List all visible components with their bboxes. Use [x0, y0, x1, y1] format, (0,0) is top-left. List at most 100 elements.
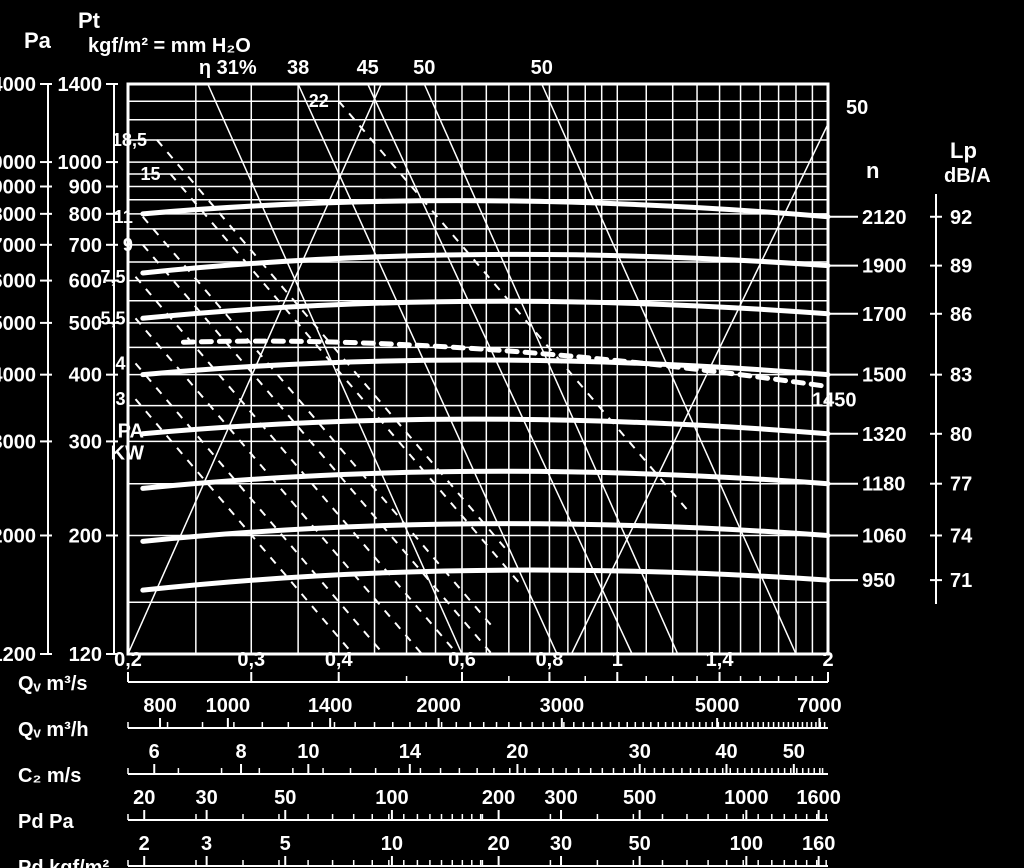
baxis-tick: 100: [375, 787, 408, 809]
lp-val: 74: [950, 525, 973, 547]
kgf-tick: 1400: [58, 74, 103, 96]
baxis-tick: 20: [133, 787, 155, 809]
axis-lp-unit: dB/A: [944, 165, 991, 187]
pa-tick: 2000: [0, 525, 36, 547]
kgf-tick: 120: [69, 644, 102, 666]
kw-label: KW: [111, 443, 144, 465]
baxis-title: Pd Pa: [18, 811, 74, 833]
pa-tick: 1200: [0, 644, 36, 666]
axis-lp-title: Lp: [950, 138, 977, 163]
eta-label: η 31%: [199, 57, 257, 79]
baxis-tick: 100: [730, 833, 763, 855]
baxis-tick: 10: [381, 833, 403, 855]
n-val: 950: [862, 570, 895, 592]
baxis-title: Pd kgf/m²: [18, 857, 109, 868]
n-val: 1700: [862, 304, 907, 326]
lp-val: 80: [950, 424, 972, 446]
n-val: 1320: [862, 424, 907, 446]
kgf-tick: 200: [69, 525, 102, 547]
baxis-tick: 0,6: [448, 649, 476, 671]
power-label: 7,5: [100, 267, 125, 287]
lp-val: 89: [950, 256, 972, 278]
baxis-tick: 200: [482, 787, 515, 809]
power-label: 4: [115, 353, 125, 373]
baxis-tick: 3: [201, 833, 212, 855]
baxis-tick: 160: [802, 833, 835, 855]
baxis-tick: 14: [399, 741, 422, 763]
eta-val: 38: [287, 57, 309, 79]
power-label: 5,5: [100, 308, 125, 328]
axis-pt-title: Pt: [78, 8, 101, 33]
baxis-tick: 500: [623, 787, 656, 809]
kgf-tick: 300: [69, 431, 102, 453]
n-val: 1900: [862, 256, 907, 278]
axis-n-title: n: [866, 158, 879, 183]
pa-tick: 3000: [0, 431, 36, 453]
pa-tick: 4000: [0, 365, 36, 387]
baxis-tick: 30: [195, 787, 217, 809]
baxis-tick: 40: [715, 741, 737, 763]
baxis-tick: 0,4: [325, 649, 354, 671]
baxis-tick: 5000: [695, 695, 740, 717]
baxis-tick: 5: [280, 833, 291, 855]
kgf-tick: 400: [69, 365, 102, 387]
power-label: 9: [123, 235, 133, 255]
baxis-tick: 1,4: [706, 649, 735, 671]
baxis-tick: 800: [143, 695, 176, 717]
baxis-tick: 0,8: [536, 649, 564, 671]
baxis-tick: 0,3: [237, 649, 265, 671]
pa-tick: 8000: [0, 204, 36, 226]
n-val: 1060: [862, 525, 907, 547]
pa-tick: 5000: [0, 313, 36, 335]
kgf-tick: 800: [69, 204, 102, 226]
n-val-dash: 1450: [812, 390, 857, 412]
power-label: 18,5: [112, 130, 147, 150]
baxis-tick: 1000: [724, 787, 769, 809]
baxis-tick: 30: [629, 741, 651, 763]
baxis-tick: 50: [629, 833, 651, 855]
lp-val: 86: [950, 304, 972, 326]
kgf-tick: 500: [69, 313, 102, 335]
eta-val: 50: [413, 57, 435, 79]
baxis-tick: 50: [274, 787, 296, 809]
lp-val: 92: [950, 207, 972, 229]
eta-val: 45: [357, 57, 379, 79]
baxis-tick: 1000: [206, 695, 251, 717]
power-label: 15: [140, 164, 160, 184]
eta-right: 50: [846, 97, 868, 119]
baxis-tick: 1: [612, 649, 623, 671]
baxis-tick: 30: [550, 833, 572, 855]
eta-val: 50: [531, 57, 553, 79]
kgf-tick: 900: [69, 177, 102, 199]
lp-val: 83: [950, 365, 972, 387]
pa-tick: 9000: [0, 177, 36, 199]
axis-kgf-title: kgf/m² = mm H₂O: [88, 35, 251, 57]
pa-tick: 7000: [0, 235, 36, 257]
baxis-tick: 7000: [797, 695, 842, 717]
baxis-tick: 2: [139, 833, 150, 855]
baxis-tick: 50: [783, 741, 805, 763]
power-label: 3: [115, 389, 125, 409]
kgf-tick: 700: [69, 235, 102, 257]
baxis-tick: 10: [297, 741, 319, 763]
baxis-tick: 8: [235, 741, 246, 763]
baxis-tick: 2: [822, 649, 833, 671]
baxis-tick: 1600: [796, 787, 841, 809]
kgf-tick: 600: [69, 271, 102, 293]
baxis-title: Qᵥ m³/h: [18, 719, 89, 741]
kgf-tick: 1000: [58, 152, 103, 174]
baxis-title: Qᵥ m³/s: [18, 673, 88, 695]
baxis-title: C₂ m/s: [18, 765, 81, 787]
baxis-tick: 20: [506, 741, 528, 763]
lp-val: 77: [950, 474, 972, 496]
pa-tick: 6000: [0, 271, 36, 293]
baxis-tick: 2000: [416, 695, 461, 717]
n-val: 1500: [862, 365, 907, 387]
baxis-tick: 6: [149, 741, 160, 763]
n-val: 2120: [862, 207, 907, 229]
pa-tick: 10000: [0, 152, 36, 174]
lp-val: 71: [950, 570, 972, 592]
axis-pa-title: Pa: [24, 28, 52, 53]
n-val: 1180: [862, 474, 905, 496]
baxis-tick: 1400: [308, 695, 353, 717]
